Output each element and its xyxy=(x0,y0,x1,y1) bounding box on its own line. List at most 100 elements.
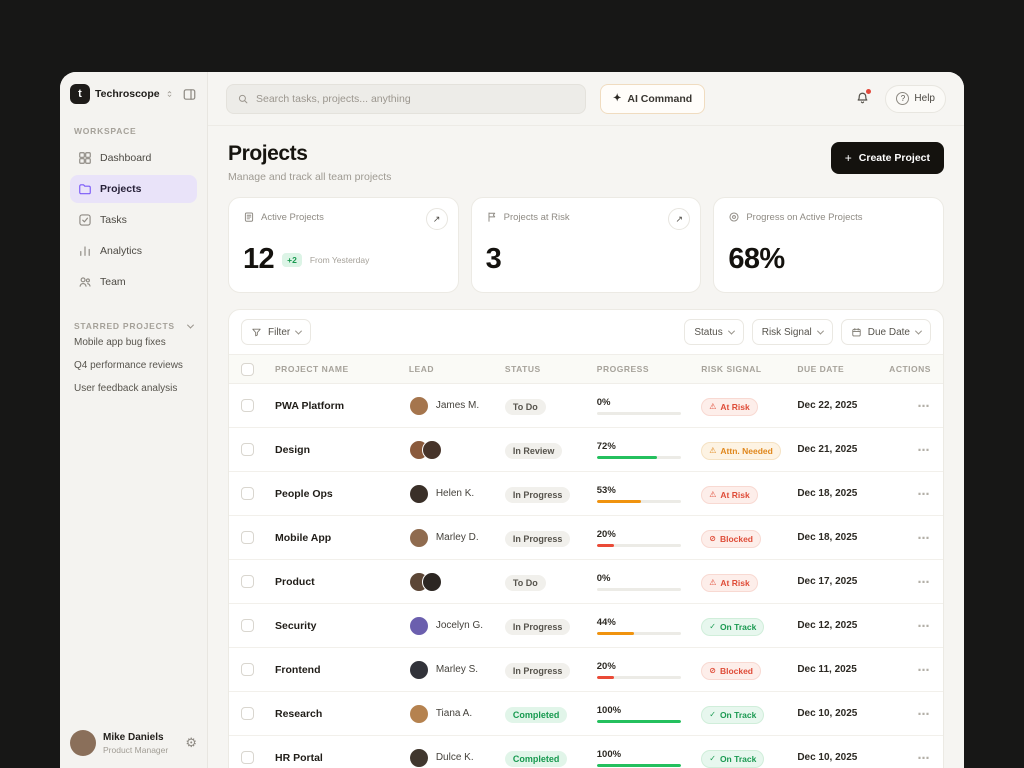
row-checkbox[interactable] xyxy=(241,751,254,764)
risk-icon: ✓ xyxy=(709,753,716,763)
risk-label: On Track xyxy=(719,709,757,720)
row-checkbox[interactable] xyxy=(241,619,254,632)
brand-logo: t xyxy=(70,84,90,104)
row-checkbox[interactable] xyxy=(241,487,254,500)
search-input[interactable] xyxy=(256,92,575,105)
risk-badge: ⊘ Blocked xyxy=(701,529,762,548)
project-name[interactable]: Frontend xyxy=(275,663,321,676)
progress-value: 20% xyxy=(596,660,616,672)
header-risk-signal: RISK SIGNAL xyxy=(701,364,762,374)
project-name[interactable]: Design xyxy=(275,443,311,456)
sidebar-item[interactable]: Team xyxy=(70,268,197,296)
nav-item-label: Tasks xyxy=(100,214,127,226)
stat-card-label: Projects at Risk xyxy=(503,211,570,223)
lead-avatar xyxy=(408,527,429,548)
user-role: Product Manager xyxy=(103,744,169,755)
workspace-section-label: WORKSPACE xyxy=(74,126,137,136)
workspace-switcher[interactable]: t Techroscope xyxy=(70,84,197,104)
risk-badge: ✓ On Track xyxy=(701,749,765,768)
select-all-checkbox[interactable] xyxy=(241,362,254,376)
project-lead-cell: Helen K. xyxy=(408,483,497,504)
row-actions-button[interactable]: ⋯ xyxy=(917,530,931,545)
sidebar-nav: Dashboard Projects Tasks Analyti xyxy=(70,144,197,299)
table-body: PWA Platform James M. To Do 0% xyxy=(229,384,943,768)
filter-dropdown[interactable]: Filter xyxy=(241,319,312,345)
row-actions-button[interactable]: ⋯ xyxy=(917,398,931,413)
settings-gear-icon[interactable]: ⚙ xyxy=(185,735,197,750)
risk-icon: ✓ xyxy=(709,621,716,631)
table-row: Security Jocelyn G. In Progress 44% xyxy=(229,604,943,648)
project-name[interactable]: Research xyxy=(275,707,323,720)
table-row: PWA Platform James M. To Do 0% xyxy=(229,384,943,428)
lead-avatar xyxy=(408,659,429,680)
risk-label: At Risk xyxy=(720,401,750,412)
row-actions-button[interactable]: ⋯ xyxy=(917,706,931,721)
project-name[interactable]: HR Portal xyxy=(275,751,323,764)
sidebar-item[interactable]: Projects xyxy=(70,175,197,203)
row-checkbox[interactable] xyxy=(241,531,254,544)
project-lead-cell xyxy=(408,439,497,460)
row-actions-button[interactable]: ⋯ xyxy=(917,750,931,765)
status-badge: In Review xyxy=(504,442,563,459)
status-filter-label: Status xyxy=(694,326,723,338)
stat-card-icon xyxy=(243,211,255,223)
global-search[interactable] xyxy=(226,83,586,114)
lead-avatars xyxy=(408,439,442,460)
nav-item-icon xyxy=(78,244,92,258)
stat-card: Projects at Risk ↗ 3 xyxy=(470,197,702,293)
row-actions-button[interactable]: ⋯ xyxy=(917,618,931,633)
project-name[interactable]: People Ops xyxy=(275,487,333,500)
starred-project-item[interactable]: User feedback analysis xyxy=(74,383,178,394)
progress-cell: 0% xyxy=(596,397,693,415)
starred-project-item[interactable]: Q4 performance reviews xyxy=(74,360,183,371)
sidebar-item[interactable]: Tasks xyxy=(70,206,197,234)
project-name[interactable]: Security xyxy=(275,619,317,632)
row-checkbox[interactable] xyxy=(241,707,254,720)
risk-icon: ⚠ xyxy=(709,445,717,455)
risk-filter-label: Risk Signal xyxy=(761,326,812,338)
risk-label: At Risk xyxy=(720,489,750,500)
row-actions-button[interactable]: ⋯ xyxy=(917,662,931,677)
risk-icon: ⚠ xyxy=(709,577,717,587)
sidebar-item[interactable]: Dashboard xyxy=(70,144,197,172)
progress-value: 72% xyxy=(596,440,616,452)
starred-projects-toggle[interactable]: STARRED PROJECTS xyxy=(70,321,197,331)
row-checkbox[interactable] xyxy=(241,443,254,456)
row-checkbox[interactable] xyxy=(241,399,254,412)
lead-avatar xyxy=(408,615,429,636)
due-date: Dec 10, 2025 xyxy=(797,752,858,763)
nav-item-icon xyxy=(78,182,92,196)
stat-open-button[interactable]: ↗ xyxy=(668,208,691,230)
user-profile[interactable]: Mike Daniels Product Manager ⚙ xyxy=(70,720,197,756)
row-checkbox[interactable] xyxy=(241,663,254,676)
progress-value: 0% xyxy=(596,572,611,584)
create-project-button[interactable]: + Create Project xyxy=(830,142,944,174)
project-lead-cell: Marley D. xyxy=(408,527,497,548)
row-actions-button[interactable]: ⋯ xyxy=(917,486,931,501)
lead-name: Helen K. xyxy=(435,488,475,499)
project-name[interactable]: PWA Platform xyxy=(275,399,345,412)
risk-signal-dropdown[interactable]: Risk Signal xyxy=(751,319,833,345)
help-button[interactable]: ? Help xyxy=(885,84,946,113)
sidebar-item[interactable]: Analytics xyxy=(70,237,197,265)
project-name[interactable]: Mobile App xyxy=(275,531,332,544)
header-due-date: DUE DATE xyxy=(797,364,845,374)
nav-item-label: Dashboard xyxy=(100,152,152,164)
header-progress: PROGRESS xyxy=(596,364,650,374)
stat-open-button[interactable]: ↗ xyxy=(425,208,448,230)
row-checkbox[interactable] xyxy=(241,575,254,588)
row-actions-button[interactable]: ⋯ xyxy=(917,574,931,589)
collapse-sidebar-icon[interactable] xyxy=(182,87,197,102)
notifications-button[interactable] xyxy=(847,84,877,114)
stat-card: Progress on Active Projects ↗ 68% xyxy=(713,197,944,293)
progress-track xyxy=(596,763,681,767)
workspace-switch-icon[interactable] xyxy=(165,88,174,100)
progress-value: 53% xyxy=(596,484,616,496)
project-name[interactable]: Product xyxy=(275,575,315,588)
starred-project-item[interactable]: Mobile app bug fixes xyxy=(74,337,166,348)
row-actions-button[interactable]: ⋯ xyxy=(917,442,931,457)
status-badge: In Progress xyxy=(504,662,571,679)
ai-command-button[interactable]: ✦ AI Command xyxy=(600,83,706,114)
status-dropdown[interactable]: Status xyxy=(684,319,744,345)
due-date-dropdown[interactable]: Due Date xyxy=(840,319,931,345)
